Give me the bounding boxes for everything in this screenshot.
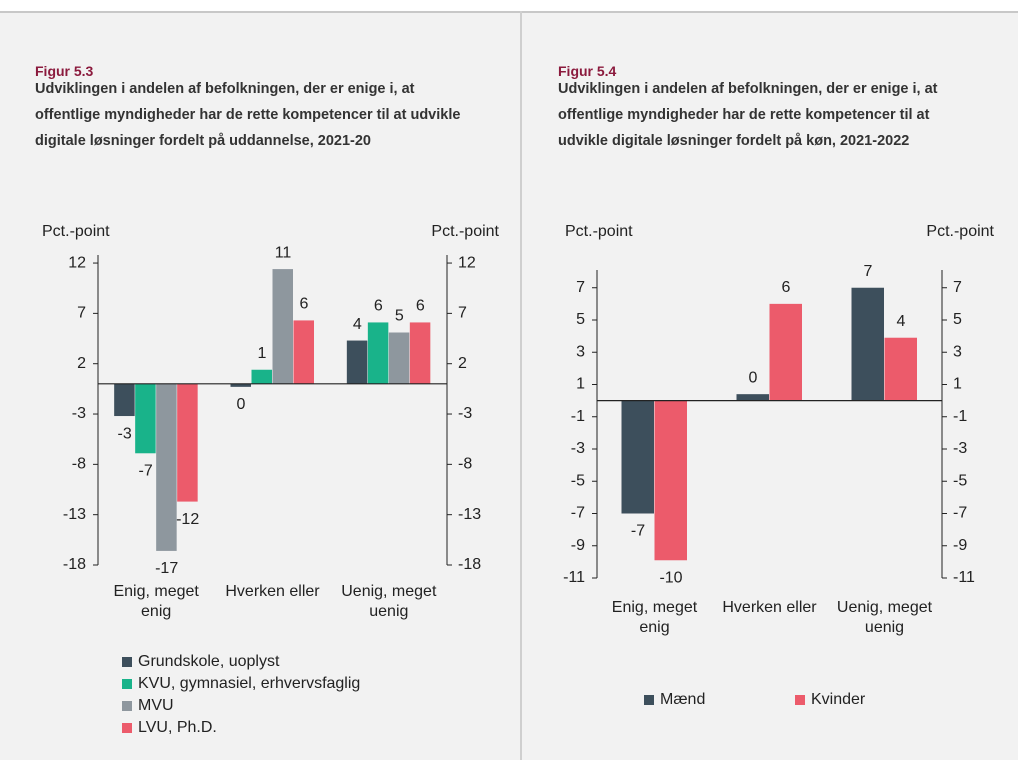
y-tick-label: -5 [571, 472, 585, 489]
data-label: -12 [176, 511, 199, 528]
data-label: -3 [118, 425, 132, 442]
legend-label: KVU, gymnasiel, erhvervsfaglig [138, 675, 360, 692]
legend-swatch [122, 679, 132, 689]
data-label: -17 [155, 560, 178, 577]
y-tick-label: -3 [72, 405, 86, 422]
y-tick-label: -11 [563, 569, 585, 586]
bar [388, 332, 410, 384]
data-label: 11 [275, 244, 292, 261]
x-tick-label: Enig, meget enig [611, 599, 698, 636]
bar [346, 340, 368, 384]
y-tick-label: -7 [571, 505, 585, 522]
y2-tick-label: -9 [953, 537, 967, 554]
y2-tick-label: 5 [953, 311, 962, 328]
bar [367, 322, 389, 384]
x-tick-label: Enig, meget enig [113, 583, 199, 620]
y2-tick-label: -18 [458, 556, 481, 573]
bar [251, 369, 272, 384]
legend-label: Grundskole, uoplyst [138, 653, 280, 670]
data-label: 6 [374, 298, 383, 315]
y2-tick-label: -11 [953, 569, 975, 586]
bar [884, 337, 917, 401]
y2-tick-label: -8 [458, 456, 472, 473]
x-tick-label: Hverken eller [225, 583, 320, 600]
y-tick-label: -9 [571, 537, 585, 554]
y-tick-label: 2 [77, 355, 86, 372]
y2-tick-label: 2 [458, 355, 467, 372]
data-label: 7 [864, 263, 873, 280]
x-tick-label: Uenig, meget uenig [341, 583, 437, 620]
chart-title: Udviklingen i andelen af befolkningen, d… [558, 81, 938, 149]
y-axis-label: Pct.-point [42, 223, 110, 240]
legend-label: Mænd [660, 691, 705, 708]
x-tick-label: Uenig, meget uenig [836, 599, 933, 636]
data-label: 6 [782, 279, 791, 296]
y-tick-label: -1 [571, 408, 585, 425]
y2-axis-label: Pct.-point [926, 223, 994, 240]
y2-tick-label: -3 [953, 440, 967, 457]
y2-tick-label: 1 [953, 376, 962, 393]
legend-label: LVU, Ph.D. [138, 719, 217, 736]
y-tick-label: -13 [63, 506, 86, 523]
data-label: -7 [139, 462, 153, 479]
y-tick-label: -3 [571, 440, 585, 457]
y2-tick-label: 7 [458, 305, 467, 322]
data-label: 6 [416, 298, 425, 315]
legend-label: MVU [138, 697, 174, 714]
y2-tick-label: 7 [953, 279, 962, 296]
bar [177, 383, 198, 502]
panel-divider [520, 11, 522, 760]
y2-axis-label: Pct.-point [431, 223, 499, 240]
y-tick-label: 1 [576, 376, 585, 393]
bar [654, 400, 687, 561]
data-label: 5 [395, 308, 404, 325]
x-tick-label: Hverken eller [722, 599, 817, 616]
data-label: 1 [258, 345, 267, 362]
bar [769, 303, 802, 401]
bar [736, 394, 769, 401]
bar [135, 383, 156, 454]
data-label: 0 [749, 369, 758, 386]
y2-tick-label: -5 [953, 472, 967, 489]
bar [851, 287, 884, 401]
bar [409, 322, 431, 384]
data-label: -7 [631, 523, 645, 540]
y-tick-label: 3 [576, 343, 585, 360]
y2-tick-label: 3 [953, 343, 962, 360]
legend-swatch [122, 657, 132, 667]
data-label: 6 [300, 296, 309, 313]
bar [621, 400, 654, 514]
bar [230, 383, 251, 387]
bar [156, 383, 177, 551]
y-tick-label: 12 [68, 254, 86, 271]
y-axis-label: Pct.-point [565, 223, 633, 240]
y-tick-label: 7 [77, 305, 86, 322]
figure-label: Figur 5.3 [35, 63, 94, 79]
y2-tick-label: 12 [458, 254, 476, 271]
y-tick-label: 7 [576, 279, 585, 296]
data-label: 4 [897, 313, 906, 330]
y2-tick-label: -3 [458, 405, 472, 422]
y2-tick-label: -13 [458, 506, 481, 523]
bar [114, 383, 135, 417]
y-tick-label: -8 [72, 456, 86, 473]
legend-swatch [644, 695, 654, 705]
legend-label: Kvinder [811, 691, 866, 708]
y-tick-label: -18 [63, 556, 86, 573]
legend-swatch [795, 695, 805, 705]
y2-tick-label: -7 [953, 505, 967, 522]
chart-title: Udviklingen i andelen af befolkningen, d… [35, 81, 461, 149]
data-label: -10 [659, 569, 682, 586]
data-label: 0 [237, 396, 246, 413]
bar [293, 320, 314, 384]
y-tick-label: 5 [576, 311, 585, 328]
bar [272, 269, 293, 384]
legend-swatch [122, 701, 132, 711]
figure-label: Figur 5.4 [558, 63, 617, 79]
legend-swatch [122, 723, 132, 733]
data-label: 4 [353, 316, 362, 333]
y2-tick-label: -1 [953, 408, 967, 425]
